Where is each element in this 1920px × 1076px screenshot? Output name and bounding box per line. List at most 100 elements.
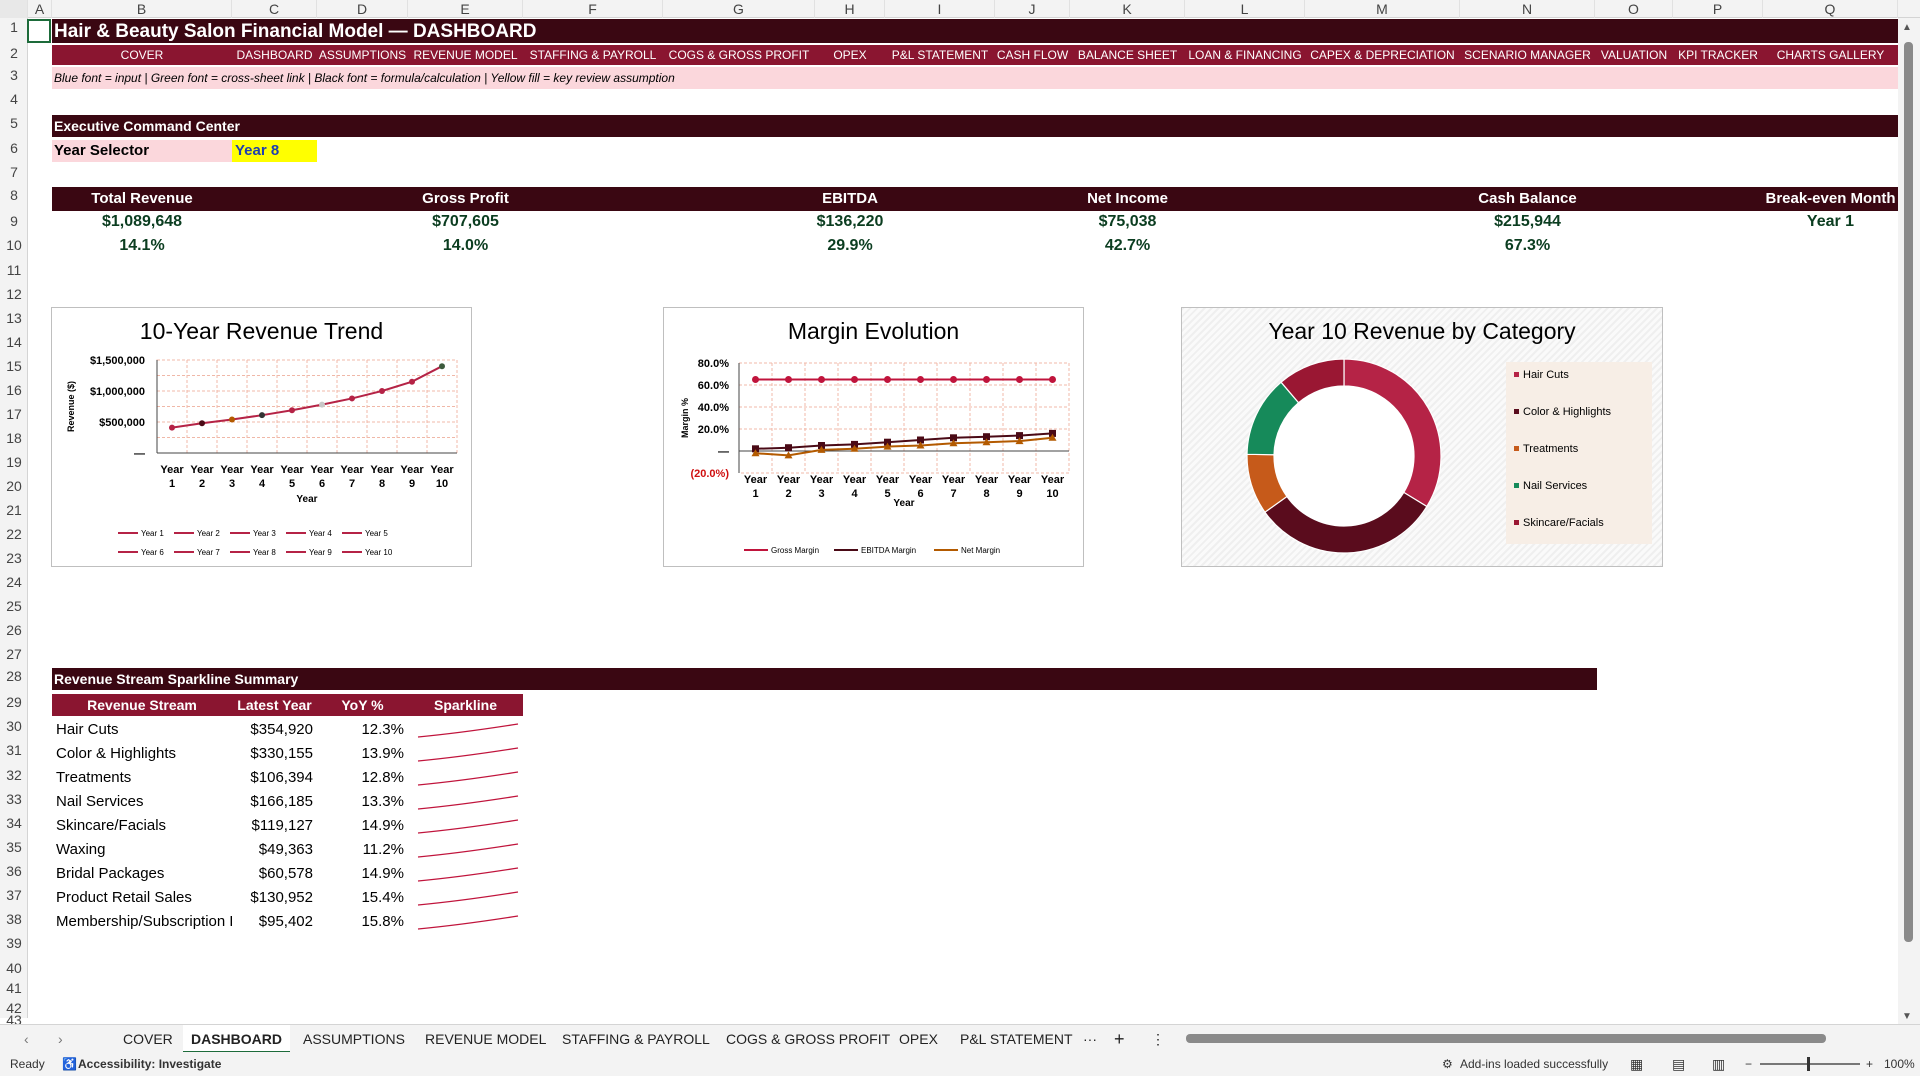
column-header[interactable]: H (815, 0, 885, 18)
normal-view-icon[interactable]: ▦ (1630, 1056, 1644, 1072)
nav-cover-link[interactable]: COVER (120, 48, 164, 62)
column-header[interactable]: I (885, 0, 995, 18)
column-header[interactable]: J (995, 0, 1070, 18)
vertical-scrollbar[interactable]: ▲ ▼ (1898, 18, 1920, 1024)
column-header[interactable]: F (523, 0, 663, 18)
row-header[interactable]: 18 (6, 430, 22, 446)
row-header[interactable]: 38 (6, 911, 22, 927)
row-header[interactable]: 15 (6, 358, 22, 374)
column-header[interactable]: N (1460, 0, 1595, 18)
page-break-icon[interactable]: ▥ (1712, 1056, 1726, 1072)
row-header[interactable]: 39 (6, 935, 22, 951)
column-header[interactable]: A (28, 0, 52, 18)
nav-cash-flow-link[interactable]: CASH FLOW (996, 48, 1069, 62)
column-header[interactable]: D (317, 0, 408, 18)
row-header[interactable]: 1 (10, 19, 18, 35)
row-header[interactable]: 7 (10, 164, 18, 180)
more-tabs-icon[interactable]: ··· (1083, 1031, 1097, 1047)
zoom-in-icon[interactable]: + (1866, 1057, 1874, 1071)
add-sheet-icon[interactable]: + (1114, 1029, 1125, 1049)
row-header[interactable]: 5 (10, 115, 18, 131)
nav-pl-link[interactable]: P&L STATEMENT (891, 48, 989, 62)
nav-opex-link[interactable]: OPEX (833, 48, 867, 62)
row-header[interactable]: 27 (6, 646, 22, 662)
row-header[interactable]: 9 (10, 213, 18, 229)
row-header[interactable]: 16 (6, 382, 22, 398)
zoom-slider[interactable] (1760, 1057, 1860, 1071)
active-cell-a1[interactable] (27, 19, 51, 43)
nav-balance-sheet-link[interactable]: BALANCE SHEET (1077, 48, 1178, 62)
row-header[interactable]: 25 (6, 598, 22, 614)
row-header[interactable]: 14 (6, 334, 22, 350)
row-header[interactable]: 32 (6, 767, 22, 783)
nav-staffing-link[interactable]: STAFFING & PAYROLL (529, 48, 657, 62)
scroll-thumb[interactable] (1904, 42, 1913, 942)
accessibility-status[interactable]: Accessibility: Investigate (78, 1057, 222, 1071)
row-header[interactable]: 31 (6, 742, 22, 758)
margin-evolution-chart[interactable]: Margin Evolution 80.0% 60.0% 40.0% 20.0% — (2… (663, 307, 1084, 567)
nav-valuation-link[interactable]: VALUATION (1600, 48, 1668, 62)
page-layout-icon[interactable]: ▤ (1672, 1056, 1686, 1072)
tab-opex[interactable]: OPEX (899, 1031, 938, 1047)
nav-loan-link[interactable]: LOAN & FINANCING (1188, 48, 1302, 62)
tab-assumptions[interactable]: ASSUMPTIONS (303, 1031, 405, 1047)
row-header[interactable]: 21 (6, 502, 22, 518)
row-header[interactable]: 29 (6, 694, 22, 710)
select-all-corner[interactable] (0, 0, 28, 18)
tab-scroll-right-icon[interactable]: › (58, 1031, 63, 1047)
row-header[interactable]: 41 (6, 980, 22, 996)
horizontal-scroll-thumb[interactable] (1186, 1034, 1826, 1043)
row-header[interactable]: 19 (6, 454, 22, 470)
column-header[interactable]: G (663, 0, 815, 18)
column-header[interactable]: O (1595, 0, 1673, 18)
row-header[interactable]: 26 (6, 622, 22, 638)
row-header[interactable]: 23 (6, 550, 22, 566)
row-header[interactable]: 12 (6, 286, 22, 302)
nav-capex-link[interactable]: CAPEX & DEPRECIATION (1310, 48, 1455, 62)
row-header[interactable]: 22 (6, 526, 22, 542)
row-header[interactable]: 17 (6, 406, 22, 422)
row-header[interactable]: 35 (6, 839, 22, 855)
nav-dashboard-link[interactable]: DASHBOARD (236, 48, 313, 62)
nav-kpi-link[interactable]: KPI TRACKER (1678, 48, 1758, 62)
column-header[interactable]: K (1070, 0, 1185, 18)
row-header[interactable]: 40 (6, 960, 22, 976)
row-header[interactable]: 34 (6, 815, 22, 831)
tab-dashboard[interactable]: DASHBOARD (183, 1025, 290, 1053)
column-header[interactable]: B (52, 0, 232, 18)
scroll-up-icon[interactable]: ▲ (1902, 22, 1912, 33)
tab-revenue-model[interactable]: REVENUE MODEL (425, 1031, 547, 1047)
nav-assumptions-link[interactable]: ASSUMPTIONS (318, 48, 407, 62)
tab-cover[interactable]: COVER (123, 1031, 173, 1047)
row-header[interactable]: 11 (6, 262, 22, 278)
sheet-options-icon[interactable]: ⋮ (1151, 1031, 1165, 1047)
revenue-category-chart[interactable]: Year 10 Revenue by Category Hair Cuts Col… (1181, 307, 1663, 567)
tab-staffing[interactable]: STAFFING & PAYROLL (562, 1031, 710, 1047)
row-header[interactable]: 30 (6, 718, 22, 734)
column-header[interactable]: P (1673, 0, 1763, 18)
column-header[interactable]: E (408, 0, 523, 18)
zoom-slider-thumb[interactable] (1807, 1057, 1810, 1071)
row-header[interactable]: 2 (10, 45, 18, 61)
row-header[interactable]: 37 (6, 887, 22, 903)
tab-pl[interactable]: P&L STATEMENT (960, 1031, 1073, 1047)
row-header[interactable]: 8 (10, 187, 18, 203)
year-selector-input[interactable]: Year 8 (232, 140, 317, 162)
row-header[interactable]: 20 (6, 478, 22, 494)
row-header[interactable]: 4 (10, 91, 18, 107)
row-header[interactable]: 13 (6, 310, 22, 326)
zoom-out-icon[interactable]: − (1745, 1057, 1753, 1071)
nav-revenue-model-link[interactable]: REVENUE MODEL (413, 48, 518, 62)
column-header[interactable]: Q (1763, 0, 1898, 18)
row-header[interactable]: 36 (6, 863, 22, 879)
tab-scroll-left-icon[interactable]: ‹ (24, 1031, 29, 1047)
row-header[interactable]: 10 (6, 237, 22, 253)
row-header[interactable]: 24 (6, 574, 22, 590)
zoom-level[interactable]: 100% (1884, 1057, 1915, 1071)
row-header[interactable]: 6 (10, 140, 18, 156)
tab-cogs[interactable]: COGS & GROSS PROFIT (726, 1031, 891, 1047)
row-header[interactable]: 33 (6, 791, 22, 807)
row-header[interactable]: 28 (6, 668, 22, 684)
column-header[interactable]: M (1305, 0, 1460, 18)
row-header[interactable]: 3 (10, 67, 18, 83)
